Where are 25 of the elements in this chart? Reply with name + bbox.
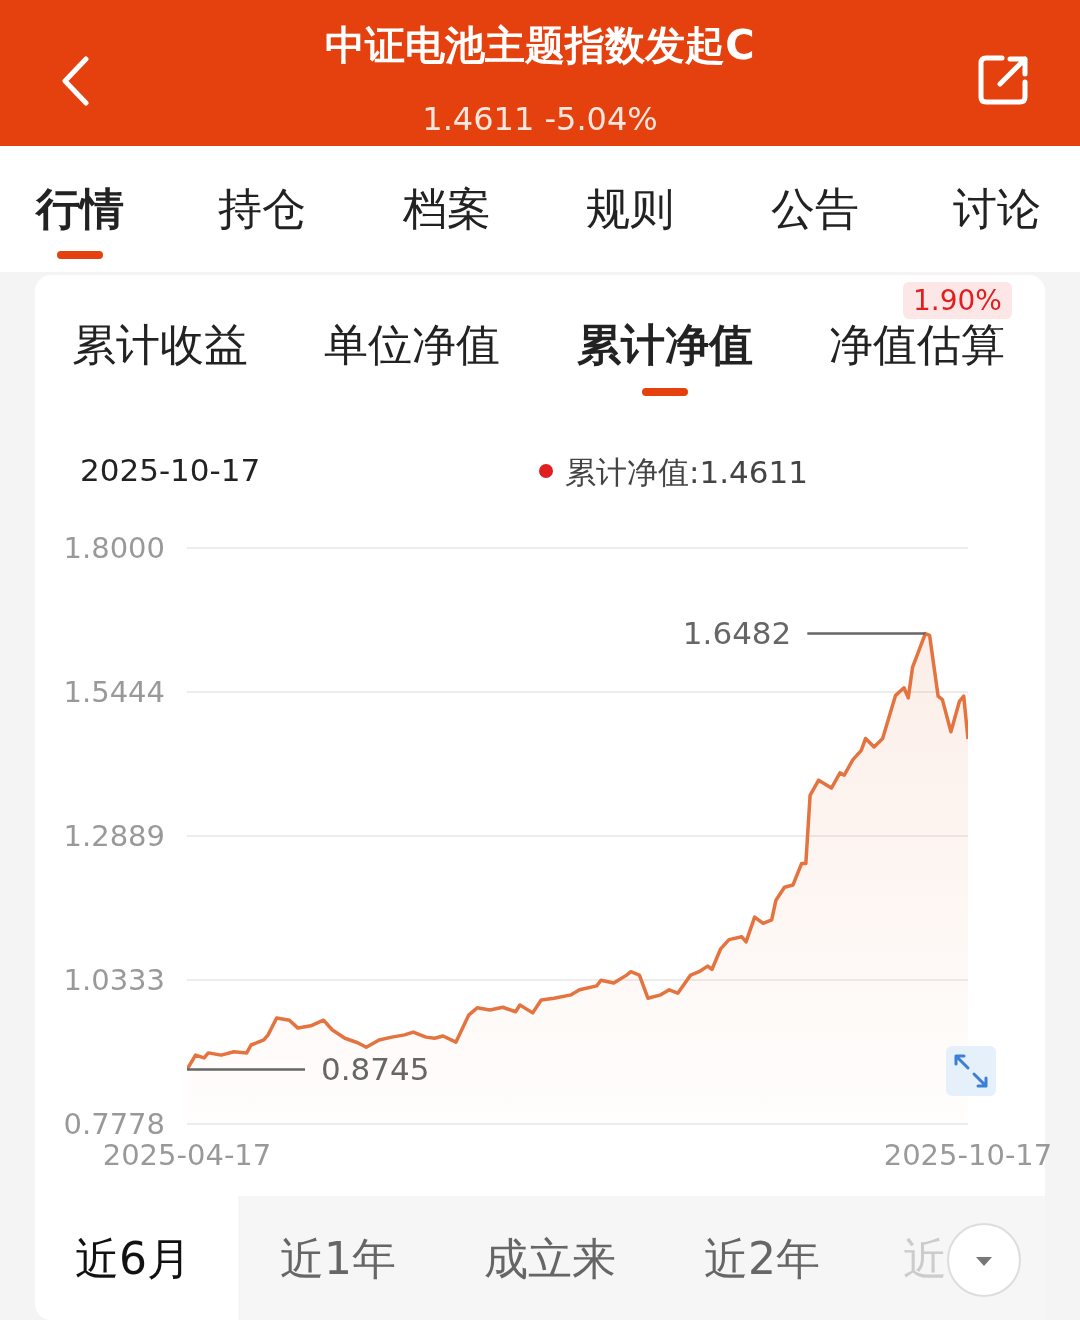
y-tick-label: 1.8000 [63, 531, 165, 566]
y-tick-label: 1.5444 [63, 675, 165, 710]
text: 持仓 [217, 182, 307, 236]
text: 2025-10-17 [80, 452, 261, 488]
text: 近1年 [279, 1232, 397, 1286]
text: 净值估算 [828, 318, 1006, 372]
text: 规则 [585, 182, 675, 236]
text: 行情 [34, 182, 125, 236]
text: 单位净值 [323, 318, 501, 372]
chart-subtitle: 1.4611 -5.04% [421, 100, 659, 138]
text: 近6月 [74, 1232, 192, 1286]
text: 公告 [770, 182, 860, 236]
text: 累计收益 [71, 318, 249, 372]
text: 近2年 [703, 1232, 821, 1286]
y-tick-label: 1.0333 [63, 963, 165, 998]
annotation: 0.8745 [321, 1051, 430, 1088]
text: 讨论 [952, 182, 1042, 236]
text: 累计净值 [576, 318, 754, 372]
chart-title: 中证电池主题指数发起C [324, 21, 756, 70]
text: 累计净值:1.4611 [565, 453, 808, 492]
y-tick-label: 1.2889 [63, 819, 165, 854]
text: 1.90% [903, 282, 1012, 319]
text: 档案 [402, 182, 492, 236]
annotation: 1.6482 [682, 615, 792, 652]
text: 成立来 [483, 1232, 617, 1286]
